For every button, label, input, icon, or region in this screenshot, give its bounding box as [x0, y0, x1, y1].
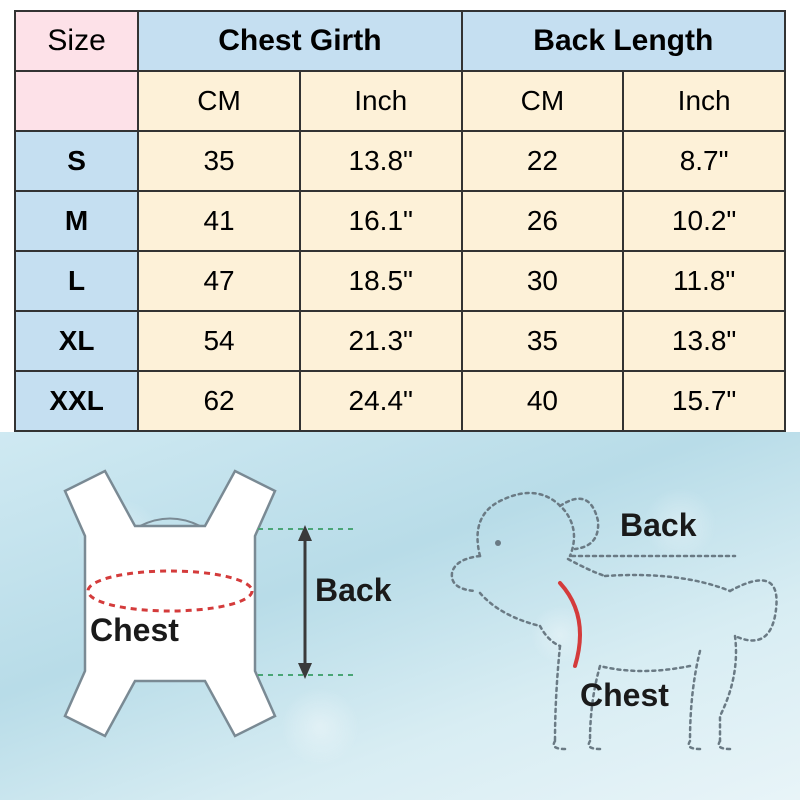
cell-value: 30 — [462, 251, 624, 311]
cell-size: M — [15, 191, 138, 251]
label-dog-chest: Chest — [580, 677, 669, 714]
garment-illustration — [65, 471, 355, 736]
dog-tail — [730, 580, 777, 640]
cell-value: 47 — [138, 251, 300, 311]
cell-value: 35 — [462, 311, 624, 371]
dog-back-line — [605, 575, 730, 591]
table-row: M 41 16.1" 26 10.2" — [15, 191, 785, 251]
label-garment-back: Back — [315, 572, 392, 609]
cell-size: S — [15, 131, 138, 191]
dog-neck-bottom — [480, 593, 540, 626]
dog-rear-leg-back — [720, 636, 736, 741]
label-dog-back: Back — [620, 507, 697, 544]
table-row: S 35 13.8" 22 8.7" — [15, 131, 785, 191]
dog-neck-top — [568, 559, 605, 576]
cell-value: 15.7" — [623, 371, 785, 431]
dog-muzzle — [452, 556, 480, 591]
table-row: L 47 18.5" 30 11.8" — [15, 251, 785, 311]
cell-value: 11.8" — [623, 251, 785, 311]
cell-size: XXL — [15, 371, 138, 431]
header-size: Size — [15, 11, 138, 71]
cell-size: XL — [15, 311, 138, 371]
header-back-inch: Inch — [623, 71, 785, 131]
size-table: Size Chest Girth Back Length CM Inch CM … — [14, 10, 786, 432]
dog-paw — [589, 741, 600, 749]
cell-value: 41 — [138, 191, 300, 251]
dog-head — [478, 493, 575, 556]
dog-paw — [554, 741, 565, 749]
dog-eye — [495, 540, 501, 546]
cell-value: 40 — [462, 371, 624, 431]
measurement-diagram-area: Chest Back Back Chest — [0, 432, 800, 800]
header-chest-girth: Chest Girth — [138, 11, 461, 71]
table-row: XL 54 21.3" 35 13.8" — [15, 311, 785, 371]
dog-paw — [689, 741, 700, 749]
cell-value: 22 — [462, 131, 624, 191]
table-header-row-1: Size Chest Girth Back Length — [15, 11, 785, 71]
cell-value: 13.8" — [623, 311, 785, 371]
dog-chest-line — [560, 583, 580, 666]
size-table-area: Size Chest Girth Back Length CM Inch CM … — [0, 0, 800, 432]
dog-belly — [600, 666, 690, 671]
cell-value: 10.2" — [623, 191, 785, 251]
cell-size: L — [15, 251, 138, 311]
cell-value: 8.7" — [623, 131, 785, 191]
garment-outline — [65, 471, 275, 736]
dog-chest-front — [540, 626, 560, 646]
cell-value: 21.3" — [300, 311, 462, 371]
cell-value: 62 — [138, 371, 300, 431]
header-chest-inch: Inch — [300, 71, 462, 131]
header-blank — [15, 71, 138, 131]
cell-value: 54 — [138, 311, 300, 371]
cell-value: 35 — [138, 131, 300, 191]
cell-value: 13.8" — [300, 131, 462, 191]
table-row: XXL 62 24.4" 40 15.7" — [15, 371, 785, 431]
header-back-length: Back Length — [462, 11, 785, 71]
label-garment-chest: Chest — [90, 612, 179, 649]
cell-value: 16.1" — [300, 191, 462, 251]
cell-value: 18.5" — [300, 251, 462, 311]
header-back-cm: CM — [462, 71, 624, 131]
cell-value: 26 — [462, 191, 624, 251]
dog-paw — [719, 741, 730, 749]
dog-rear-leg-front — [690, 651, 700, 741]
garment-back-arrowhead-top — [298, 525, 312, 541]
cell-value: 24.4" — [300, 371, 462, 431]
header-chest-cm: CM — [138, 71, 300, 131]
table-header-row-2: CM Inch CM Inch — [15, 71, 785, 131]
dog-ear — [560, 499, 598, 549]
garment-back-arrowhead-bottom — [298, 663, 312, 679]
dog-front-leg-front — [555, 646, 560, 741]
